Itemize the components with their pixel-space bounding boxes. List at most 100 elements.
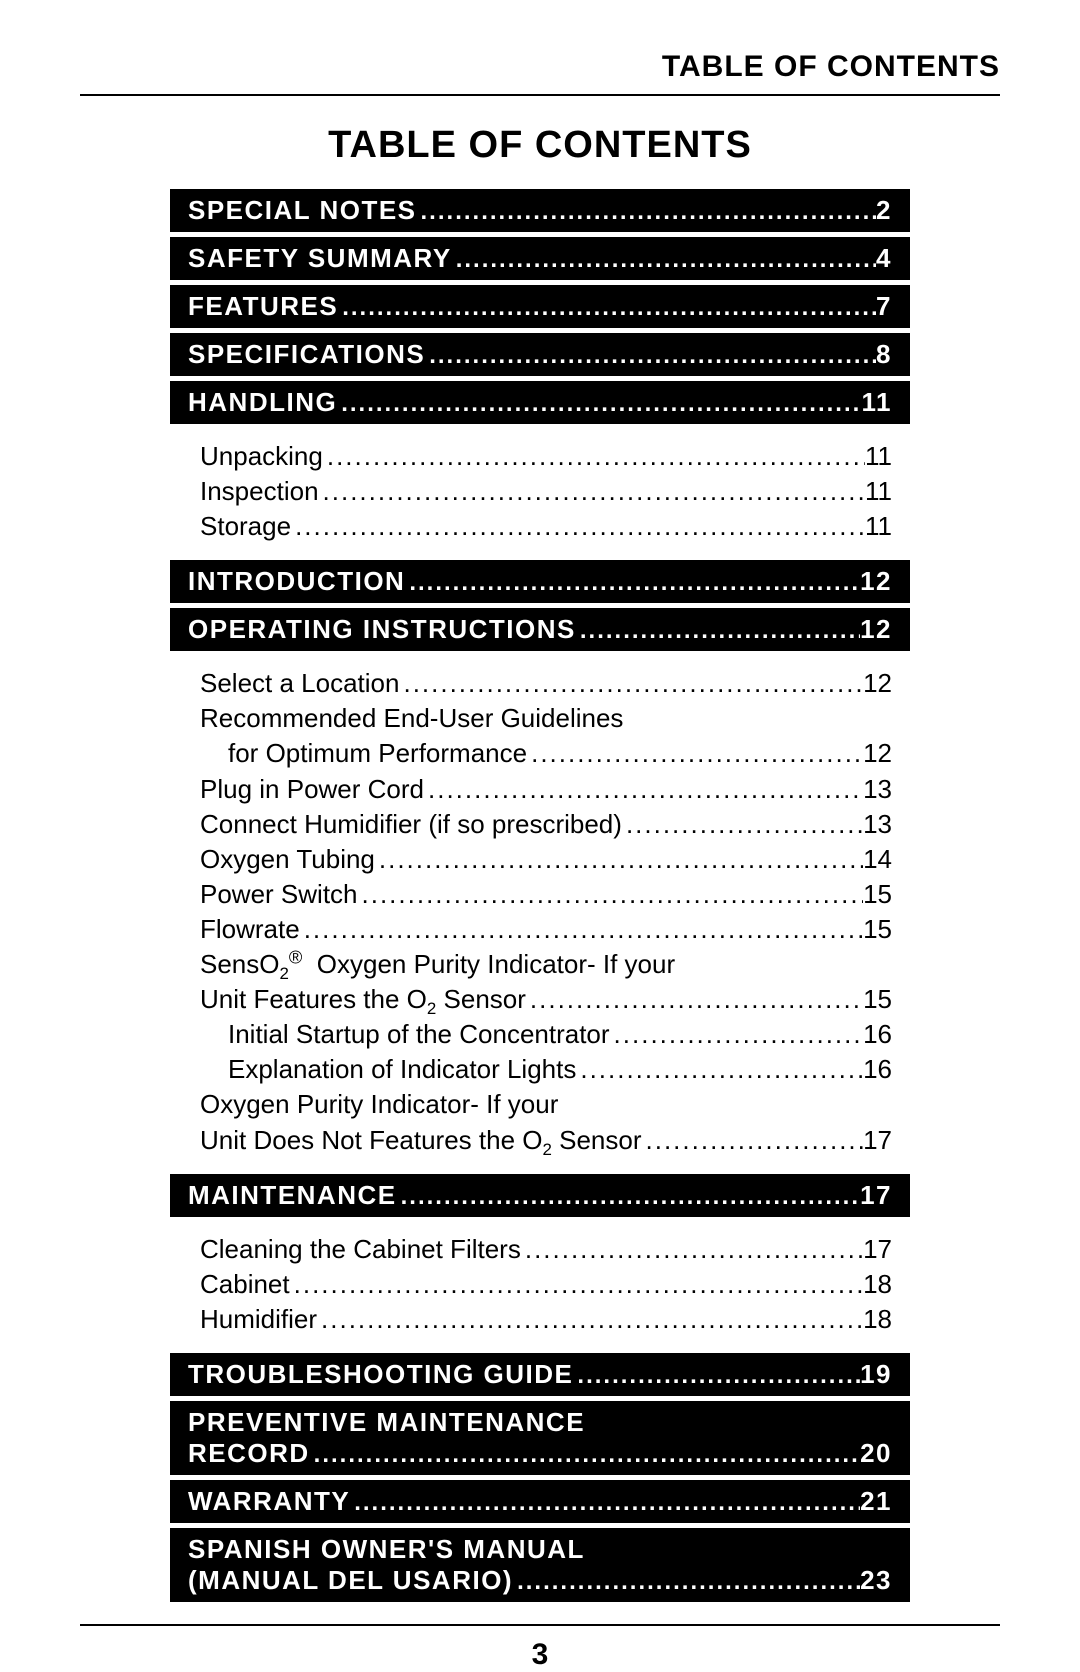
toc-section: SAFETY SUMMARY..........................…: [170, 237, 910, 280]
toc-section-page: 12: [860, 614, 892, 645]
toc-sub-entry: Explanation of Indicator Lights ........…: [200, 1052, 892, 1087]
leader-dots: ........................................…: [317, 1302, 863, 1337]
toc-sub-entry: Cleaning the Cabinet Filters ...........…: [200, 1232, 892, 1267]
leader-dots: ........................................…: [513, 1568, 860, 1596]
toc-sub-entry: Unpacking ..............................…: [200, 439, 892, 474]
toc-sub-label-line2: Unit Does Not Features the O2 Sensor: [200, 1123, 642, 1158]
toc-sub-page: 11: [865, 509, 892, 544]
toc-section-page: 8: [876, 339, 892, 370]
toc-section: PREVENTIVE MAINTENANCERECORD ...........…: [170, 1401, 910, 1475]
leader-dots: ........................................…: [358, 877, 864, 912]
toc-sub-page: 13: [863, 772, 892, 807]
toc-sub-page: 15: [863, 912, 892, 947]
leader-dots: ........................................…: [526, 982, 863, 1017]
toc-sub-label: Power Switch: [200, 877, 358, 912]
toc-section-page: 17: [860, 1180, 892, 1211]
toc-sub-entry: Inspection .............................…: [200, 474, 892, 509]
leader-dots: ........................................…: [375, 842, 863, 877]
toc-section-page: 21: [860, 1486, 892, 1517]
leader-dots: ........................................…: [610, 1017, 864, 1052]
toc-sub-entry: Storage ................................…: [200, 509, 892, 544]
toc-sub-label-line2: for Optimum Performance: [200, 736, 527, 771]
toc-section-label: SPECIFICATIONS: [188, 339, 425, 370]
toc-section-page: 19: [860, 1359, 892, 1390]
toc-sub-label: Unpacking: [200, 439, 323, 474]
toc-section-page: 23: [860, 1565, 892, 1596]
toc-sub-label: Storage: [200, 509, 291, 544]
leader-dots: ........................................…: [323, 439, 865, 474]
toc-section-page: 2: [876, 195, 892, 226]
toc-sub-entry: Oxygen Purity Indicator- If yourUnit Doe…: [200, 1087, 892, 1157]
leader-dots: ........................................…: [300, 912, 863, 947]
toc-section-label-line1: PREVENTIVE MAINTENANCE: [188, 1407, 892, 1438]
toc-sub-label: Humidifier: [200, 1302, 317, 1337]
page-number: 3: [80, 1638, 1000, 1672]
toc-sub-label-line1: Oxygen Purity Indicator- If your: [200, 1087, 892, 1122]
toc-section-page: 20: [860, 1438, 892, 1469]
toc-sub-entry: Connect Humidifier (if so prescribed) ..…: [200, 807, 892, 842]
toc-sub-page: 12: [863, 666, 892, 701]
toc-sub-label: Cabinet: [200, 1267, 290, 1302]
toc-sub-page: 12: [863, 736, 892, 771]
toc-sub-entry: Select a Location ......................…: [200, 666, 892, 701]
toc-section-page: 7: [876, 291, 892, 322]
toc-sub-entry: Initial Startup of the Concentrator ....…: [200, 1017, 892, 1052]
toc-sub-page: 16: [863, 1017, 892, 1052]
leader-dots: ........................................…: [350, 1489, 860, 1517]
toc-section-label: HANDLING: [188, 387, 337, 418]
toc-section-label: SPECIAL NOTES: [188, 195, 417, 226]
leader-dots: ........................................…: [337, 390, 861, 418]
toc-section: SPANISH OWNER'S MANUAL(MANUAL DEL USARIO…: [170, 1528, 910, 1602]
toc-sub-label-line1: SensO2® Oxygen Purity Indicator- If your: [200, 947, 892, 982]
toc-section-label-line2: RECORD: [188, 1438, 310, 1469]
toc-sub-block: Select a Location ......................…: [170, 656, 910, 1173]
leader-dots: ........................................…: [291, 509, 865, 544]
toc-sub-block: Cleaning the Cabinet Filters ...........…: [170, 1222, 910, 1353]
toc-sub-page: 18: [863, 1302, 892, 1337]
toc-section: INTRODUCTION............................…: [170, 560, 910, 603]
toc-section: MAINTENANCE.............................…: [170, 1174, 910, 1217]
main-title: TABLE OF CONTENTS: [80, 124, 1000, 167]
toc-sub-entry: Recommended End-User Guidelinesfor Optim…: [200, 701, 892, 771]
leader-dots: ........................................…: [622, 807, 863, 842]
leader-dots: ........................................…: [319, 474, 865, 509]
toc-section-page: 4: [876, 243, 892, 274]
leader-dots: ........................................…: [452, 246, 876, 274]
leader-dots: ........................................…: [521, 1232, 863, 1267]
toc-sub-entry: SensO2® Oxygen Purity Indicator- If your…: [200, 947, 892, 1017]
toc-sub-block: Unpacking ..............................…: [170, 429, 910, 560]
toc-section-page: 11: [862, 387, 893, 418]
leader-dots: ........................................…: [642, 1123, 864, 1158]
toc-section-page: 12: [860, 566, 892, 597]
toc-sub-page: 11: [865, 474, 892, 509]
toc-sub-label: Connect Humidifier (if so prescribed): [200, 807, 622, 842]
toc-sub-label: Oxygen Tubing: [200, 842, 375, 877]
leader-dots: ........................................…: [527, 736, 863, 771]
toc-container: SPECIAL NOTES...........................…: [170, 189, 910, 1602]
toc-sub-page: 15: [863, 982, 892, 1017]
toc-section-label: FEATURES: [188, 291, 338, 322]
toc-section-label: TROUBLESHOOTING GUIDE: [188, 1359, 573, 1390]
leader-dots: ........................................…: [310, 1441, 860, 1469]
toc-sub-page: 11: [865, 439, 892, 474]
bottom-rule: [80, 1624, 1000, 1626]
toc-sub-label-line1: Recommended End-User Guidelines: [200, 701, 892, 736]
toc-section-label: MAINTENANCE: [188, 1180, 397, 1211]
toc-sub-page: 18: [863, 1267, 892, 1302]
leader-dots: ........................................…: [399, 666, 863, 701]
toc-sub-entry: Oxygen Tubing ..........................…: [200, 842, 892, 877]
page: TABLE OF CONTENTS TABLE OF CONTENTS SPEC…: [0, 0, 1080, 1669]
toc-sub-label: Flowrate: [200, 912, 300, 947]
toc-section-label: WARRANTY: [188, 1486, 350, 1517]
toc-sub-page: 14: [863, 842, 892, 877]
toc-section: TROUBLESHOOTING GUIDE...................…: [170, 1353, 910, 1396]
leader-dots: ........................................…: [397, 1183, 860, 1211]
toc-section: SPECIFICATIONS..........................…: [170, 333, 910, 376]
toc-section: HANDLING................................…: [170, 381, 910, 424]
toc-section-label-line1: SPANISH OWNER'S MANUAL: [188, 1534, 892, 1565]
toc-sub-label: Cleaning the Cabinet Filters: [200, 1232, 521, 1267]
toc-section: FEATURES................................…: [170, 285, 910, 328]
toc-sub-label: Explanation of Indicator Lights: [200, 1052, 576, 1087]
toc-section: WARRANTY................................…: [170, 1480, 910, 1523]
leader-dots: ........................................…: [576, 1052, 863, 1087]
